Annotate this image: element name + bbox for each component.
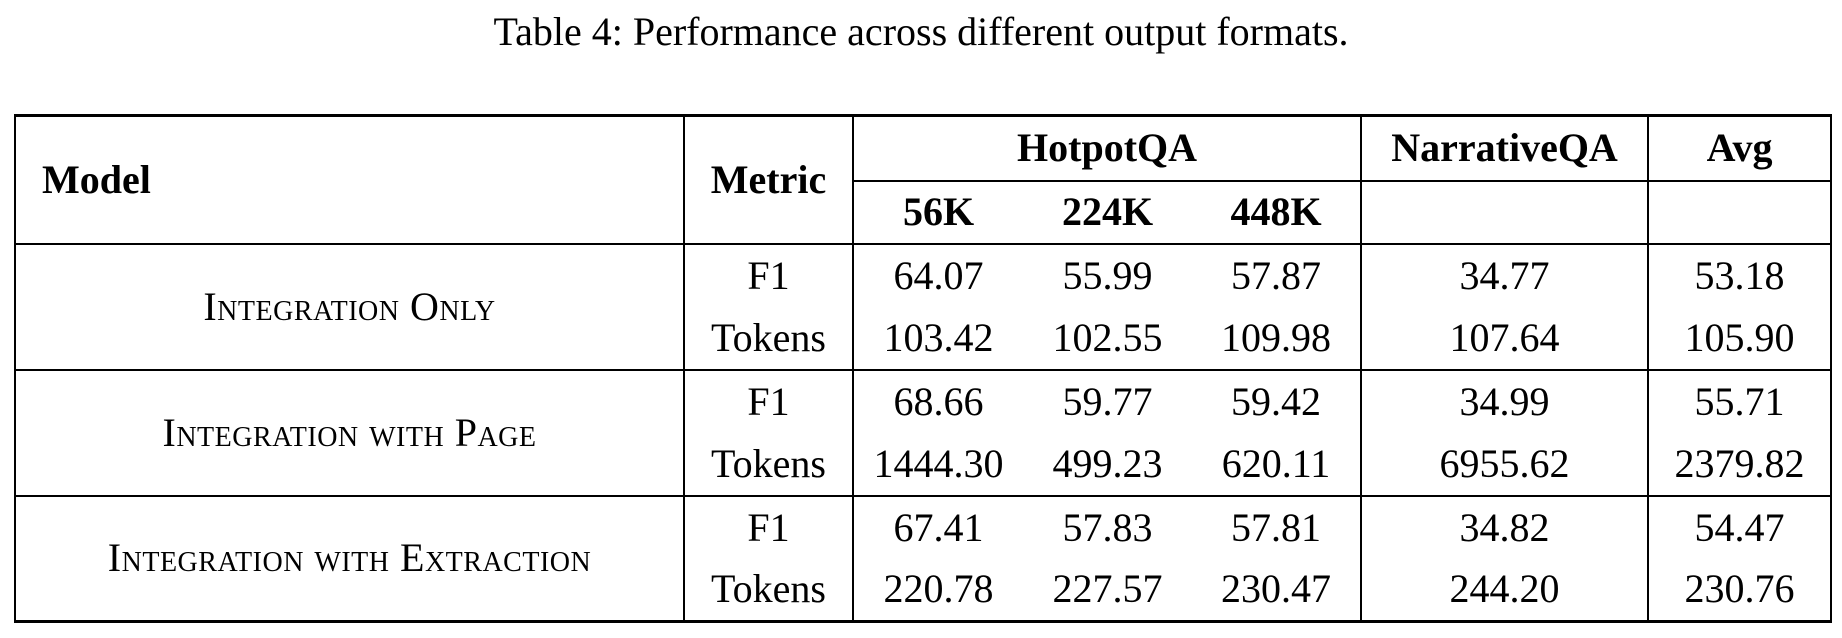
value-cell: 59.42: [1192, 369, 1363, 433]
value-cell: 59.77: [1062, 378, 1153, 424]
col-header-avg: Avg: [1648, 115, 1832, 182]
col-subheader-224k: 224K: [1023, 180, 1192, 245]
value-cell: 55.71: [1694, 378, 1785, 424]
value-cell: 244.20: [1361, 558, 1650, 622]
value-cell: 499.23: [1023, 432, 1192, 497]
value-cell: 57.81: [1192, 495, 1363, 559]
value-cell: 620.11: [1192, 432, 1363, 497]
value-cell: 68.66: [893, 378, 984, 424]
metric-label: F1: [684, 243, 854, 307]
model-name: Integration Only: [15, 243, 685, 371]
value-cell: 67.41: [893, 504, 984, 550]
table-row: Tokens 220.78 227.57 230.47 244.20 230.7…: [15, 558, 1831, 622]
value-cell: 105.90: [1648, 306, 1832, 371]
metric-label: Tokens: [684, 306, 854, 371]
col-subheader-narrativeqa-empty: [1361, 180, 1650, 245]
value-cell: 2379.82: [1648, 432, 1832, 497]
col-header-model: Model: [15, 115, 685, 245]
metric-label: Tokens: [684, 432, 854, 497]
performance-table: Model Metric HotpotQA NarrativeQA Avg 56…: [14, 114, 1833, 623]
table-row: Integration with Extraction F1 67.41 57.…: [15, 495, 1831, 622]
table-row: Integration with Page F1 68.66 59.77 59.…: [15, 369, 1831, 497]
col-header-narrativeqa: NarrativeQA: [1361, 115, 1650, 182]
value-cell: 1444.30: [853, 432, 1023, 497]
value-cell: 57.87: [1192, 243, 1363, 307]
value-cell: 34.99: [1361, 369, 1650, 433]
value-cell: 57.83: [1062, 504, 1153, 550]
value-cell: 103.42: [853, 306, 1023, 371]
metric-label: Tokens: [684, 558, 854, 622]
col-header-hotpotqa: HotpotQA: [853, 115, 1363, 182]
value-cell: 53.18: [1694, 252, 1785, 298]
value-cell: 6955.62: [1361, 432, 1650, 497]
value-cell: 230.47: [1192, 558, 1363, 622]
value-cell: 102.55: [1023, 306, 1192, 371]
value-cell: 227.57: [1052, 566, 1163, 612]
metric-label: F1: [684, 495, 854, 559]
value-cell: 54.47: [1694, 504, 1785, 550]
col-header-metric: Metric: [684, 115, 854, 245]
col-subheader-avg-empty: [1648, 180, 1832, 245]
model-name: Integration with Page: [15, 369, 685, 497]
table-row: Tokens 103.42 102.55 109.98 107.64 105.9…: [15, 306, 1832, 371]
value-cell: 109.98: [1192, 306, 1363, 371]
model-name: Integration with Extraction: [15, 495, 685, 622]
table-row: Tokens 1444.30 499.23 620.11 6955.62 237…: [15, 432, 1832, 497]
value-cell: 64.07: [893, 252, 984, 298]
metric-label: F1: [684, 369, 854, 433]
value-cell: 55.99: [1062, 252, 1153, 298]
value-cell: 230.76: [1684, 566, 1795, 612]
value-cell: 34.82: [1361, 495, 1650, 559]
value-cell: 107.64: [1361, 306, 1650, 371]
value-cell: 220.78: [883, 566, 994, 612]
col-subheader-56k: 56K: [853, 180, 1023, 245]
value-cell: 34.77: [1361, 243, 1650, 307]
table-row: Integration Only F1 64.07 55.99 57.87 34…: [15, 243, 1831, 371]
col-subheader-448k: 448K: [1192, 180, 1363, 245]
table-caption: Table 4: Performance across different ou…: [493, 9, 1349, 54]
